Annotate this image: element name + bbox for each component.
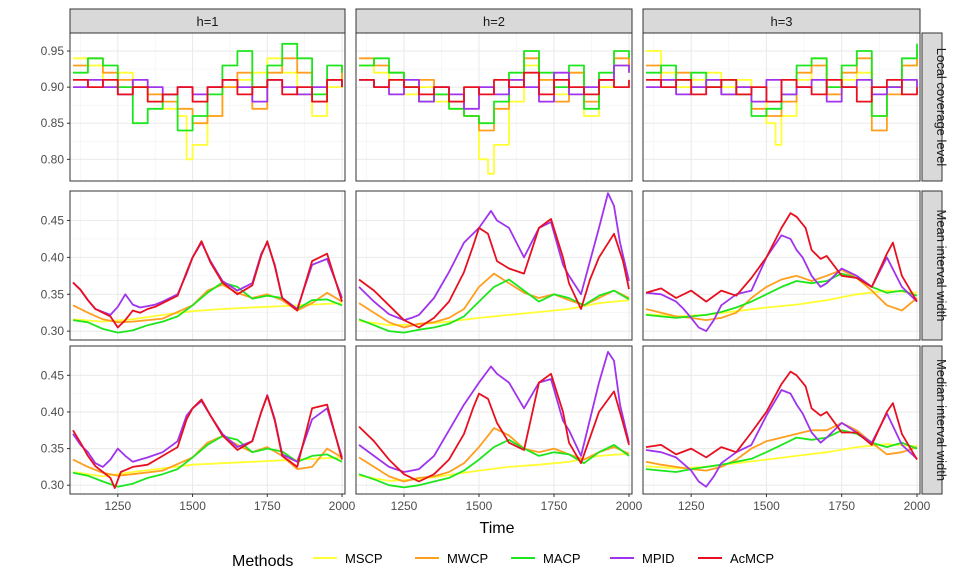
x-axis-title: Time — [480, 520, 515, 537]
column-strip-label: h=2 — [483, 14, 505, 29]
panel-0-1 — [355, 32, 633, 182]
panels-layer: h=1 h=2 h=3 Local coverage level Mean interv… — [41, 8, 949, 513]
panel-1-2 — [642, 190, 921, 341]
y-tick-label: 0.30 — [41, 478, 65, 492]
legend-label-mwcp: MWCP — [447, 551, 488, 566]
series-line-macp — [358, 278, 630, 334]
series-line-acmcp — [73, 79, 343, 103]
column-strip — [355, 8, 633, 34]
series-line-mpid — [645, 234, 918, 332]
panel-2-0: 0.30 0.35 0.40 0.45 1250 1500 1750 2000 — [41, 345, 356, 513]
panel-border — [69, 32, 346, 182]
y-tick-label: 0.95 — [41, 44, 65, 58]
panel-border — [69, 345, 346, 495]
series-line-acmcp — [358, 372, 630, 483]
panel-1-0: 0.30 0.35 0.40 0.45 — [41, 190, 346, 341]
panel-background — [643, 346, 920, 494]
x-tick-label: 1250 — [678, 499, 705, 513]
row-strip-label: Median interval width — [934, 359, 949, 481]
panel-2-1: 1250 1500 1750 2000 — [355, 345, 643, 513]
series-line-macp — [358, 438, 630, 489]
panel-background — [70, 346, 345, 494]
row-strip-label: Mean interval width — [934, 210, 949, 322]
x-tick-label: 1250 — [391, 499, 418, 513]
x-tick-label: 1750 — [254, 499, 281, 513]
column-strip-label: h=1 — [196, 14, 218, 29]
y-tick-label: 0.85 — [41, 116, 65, 130]
series-line-acmcp — [359, 71, 630, 103]
column-strip — [69, 8, 346, 34]
row-strip — [921, 345, 943, 495]
y-tick-label: 0.90 — [41, 80, 65, 94]
y-tick-label: 0.35 — [41, 287, 65, 301]
panel-border — [69, 190, 346, 341]
y-tick-label: 0.35 — [41, 442, 65, 456]
legend-label-mpid: MPID — [642, 551, 675, 566]
series-line-mscp — [72, 302, 343, 323]
series-line-acmcp — [645, 212, 918, 303]
legend-label-macp: MACP — [543, 551, 581, 566]
panel-border — [355, 190, 633, 341]
series-line-acmcp — [645, 370, 918, 461]
panel-0-0: 0.80 0.85 0.90 0.95 — [41, 32, 346, 182]
legend: Methods MSCP MWCP MACP MPID AcMCP — [232, 551, 774, 570]
column-strip-label: h=3 — [770, 14, 792, 29]
x-tick-label: 2000 — [616, 499, 643, 513]
x-tick-label: 2000 — [904, 499, 931, 513]
series-line-acmcp — [72, 394, 343, 489]
x-tick-label: 1250 — [104, 499, 131, 513]
y-tick-label: 0.40 — [41, 250, 65, 264]
panel-2-2: 1250 1500 1750 2000 — [642, 345, 931, 513]
y-tick-label: 0.45 — [41, 214, 65, 228]
x-tick-label: 1750 — [541, 499, 568, 513]
legend-label-acmcp: AcMCP — [730, 551, 774, 566]
panel-border — [642, 345, 921, 495]
y-tick-label: 0.30 — [41, 324, 65, 338]
x-tick-label: 1750 — [828, 499, 855, 513]
x-tick-label: 1500 — [466, 499, 493, 513]
panel-border — [355, 345, 633, 495]
series-line-acmcp — [72, 240, 343, 329]
legend-label-mscp: MSCP — [345, 551, 383, 566]
row-strip-label: Local coverage level — [934, 48, 949, 167]
y-tick-label: 0.40 — [41, 405, 65, 419]
panel-border — [642, 32, 921, 182]
series-line-mpid — [358, 192, 630, 321]
row-strip — [921, 190, 943, 341]
panel-1-1 — [355, 190, 633, 341]
y-tick-label: 0.45 — [41, 368, 65, 382]
series-line-acmcp — [358, 218, 630, 329]
y-tick-label: 0.80 — [41, 152, 65, 166]
series-line-acmcp — [646, 79, 918, 103]
x-tick-label: 1500 — [753, 499, 780, 513]
x-tick-label: 1500 — [179, 499, 206, 513]
row-strip — [921, 32, 943, 182]
x-tick-label: 2000 — [329, 499, 356, 513]
legend-title: Methods — [232, 553, 293, 570]
panel-background — [70, 191, 345, 340]
series-line-mpid — [358, 351, 630, 473]
panel-border — [642, 190, 921, 341]
panel-0-2 — [642, 32, 921, 182]
series-line-mwcp — [358, 427, 630, 483]
panel-border — [355, 32, 633, 182]
